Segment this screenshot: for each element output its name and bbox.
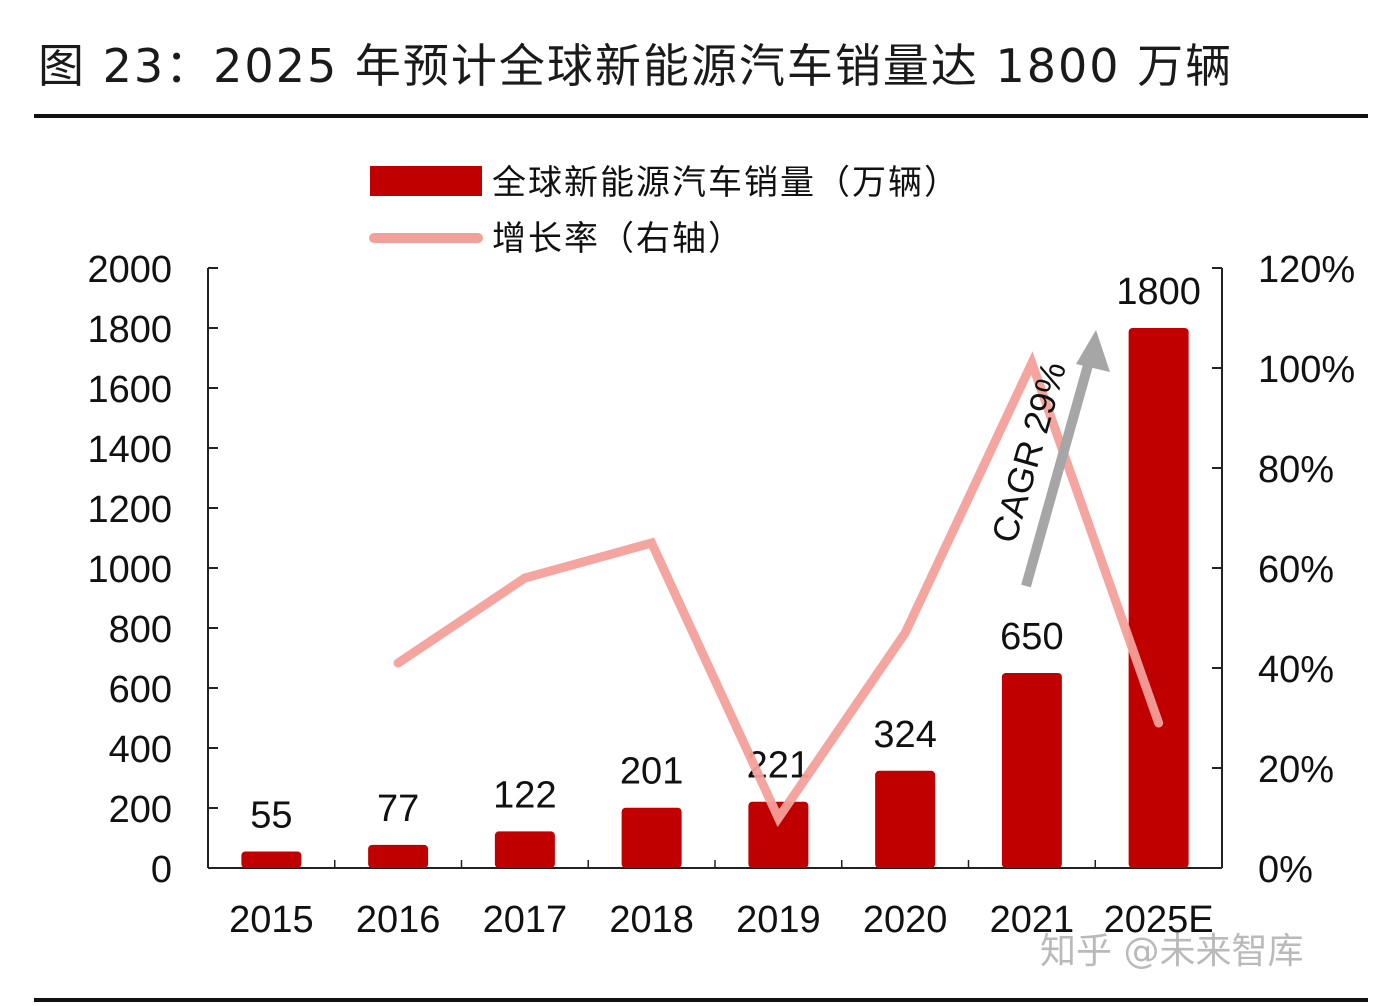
x-tick-label: 2017 [483,899,568,941]
y-left-tick-label: 600 [109,669,172,711]
bar-data-label: 201 [620,751,683,793]
y-left-tick-label: 1400 [87,429,172,471]
y-left-tick-label: 1600 [87,369,172,411]
bar [875,770,936,868]
y-left-tick-label: 1800 [87,309,172,351]
legend-label-growth: 增长率（右轴） [492,219,744,259]
bar [1001,673,1062,868]
x-tick-label: 2021 [990,899,1075,941]
y-right-tick-label: 60% [1258,549,1334,591]
y-right-tick-label: 80% [1258,449,1334,491]
x-tick-label: 2015 [229,899,314,941]
y-left-tick-label: 0 [151,849,172,891]
growth-line-series [393,351,1164,828]
bar [241,851,302,868]
y-left-tick-label: 2000 [87,249,172,291]
bar [1128,328,1189,868]
x-tick-label: 2016 [356,899,441,941]
cagr-arrow-shaft [1021,356,1095,588]
y-left-tick-label: 200 [109,789,172,831]
watermark: 知乎 @未来智库 [1040,931,1304,972]
y-right-tick-label: 100% [1258,349,1355,391]
y-right-tick-label: 20% [1258,749,1334,791]
y-right-tick-label: 40% [1258,649,1334,691]
bar-data-label: 324 [873,714,936,756]
cagr-arrow-head [1076,330,1110,372]
bar-data-label: 77 [377,788,419,830]
growth-line [393,351,1164,828]
x-tick-label: 2025E [1104,899,1214,941]
y-left-tick-label: 1200 [87,489,172,531]
bar [368,844,429,868]
y-right-tick-label: 120% [1258,249,1355,291]
legend-swatch-bar [370,166,482,196]
bar [748,801,809,868]
cagr-annotation: CAGR 29% [983,330,1110,588]
y-left-tick-label: 400 [109,729,172,771]
bar-data-label: 55 [250,795,292,837]
bar [494,831,555,868]
chart-title: 图 23：2025 年预计全球新能源汽车销量达 1800 万辆 [38,39,1234,93]
legend: 全球新能源汽车销量（万辆） 增长率（右轴） [369,163,960,259]
axes: 0 200 400 600 800 1000 1200 1400 1600 1800 2000 0% 2… [87,249,1355,941]
bar [621,807,682,868]
x-tick-label: 2020 [863,899,948,941]
bar-data-label: 1800 [1116,271,1201,313]
bottom-divider [34,998,1368,1002]
x-tick-label: 2018 [609,899,694,941]
legend-label-sales: 全球新能源汽车销量（万辆） [492,163,960,203]
title-divider [34,114,1368,118]
x-tick-label: 2019 [736,899,821,941]
bar-data-label: 122 [493,774,556,816]
y-left-tick-label: 800 [109,609,172,651]
bar-data-label: 650 [1000,616,1063,658]
y-left-tick-label: 1000 [87,549,172,591]
y-right-tick-label: 0% [1258,849,1313,891]
